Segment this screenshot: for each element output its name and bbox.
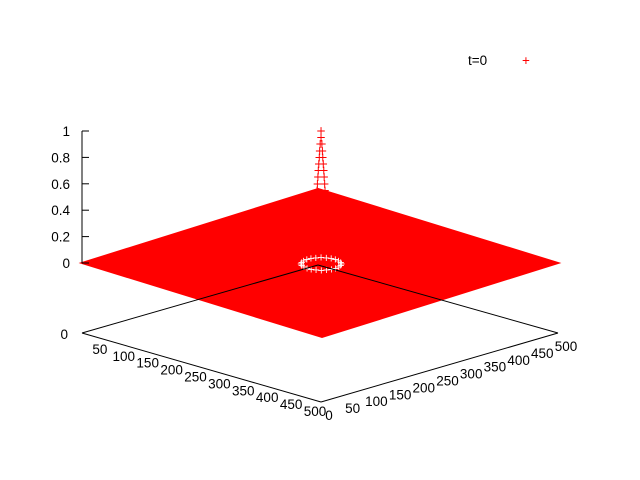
peak-marker: + (313, 170, 323, 184)
ring-marker: + (307, 264, 315, 275)
y-tick-label: 150 (136, 356, 159, 371)
legend: t=0 + (468, 53, 530, 68)
legend-marker: + (522, 53, 530, 68)
x-tick-label: 350 (484, 360, 507, 375)
x-tick-label: 500 (555, 339, 578, 354)
z-tick-label: 1 (62, 124, 70, 139)
ring-marker: + (327, 264, 335, 275)
peak-marker: + (313, 164, 323, 178)
peak-marker: + (316, 124, 326, 138)
ring-marker: + (334, 256, 342, 267)
ring-marker: + (303, 263, 311, 274)
ring-marker: + (297, 257, 305, 268)
ring-marker: + (307, 254, 315, 265)
y-tick-label: 300 (208, 376, 231, 391)
surface-plane: ++++++++++++++++++++++++ (78, 187, 562, 339)
x-tick-label: 450 (531, 346, 554, 361)
ring-marker: + (303, 255, 311, 266)
peak-marker: + (319, 170, 329, 184)
peak-marker: + (312, 183, 322, 197)
ring-marker: + (327, 254, 335, 265)
base-back-left-edge (81, 264, 319, 334)
x-tick-label: 100 (365, 394, 388, 409)
peak-marker: + (312, 177, 322, 191)
y-tick-label: 350 (232, 383, 255, 398)
peak-marker: + (320, 183, 330, 197)
y-tick-label: 50 (92, 342, 107, 357)
base-right-edge (320, 332, 559, 403)
ring-marker: + (337, 261, 345, 272)
ring-marker: + (300, 262, 308, 273)
x-tick-label: 400 (507, 353, 530, 368)
x-axis-ticks: 0 50 100 150 200 250 300 350 400 450 500 (325, 339, 577, 423)
y-tick-label: 200 (160, 363, 183, 378)
peak-marker: + (314, 157, 324, 171)
peak-marker: + (317, 137, 327, 151)
ring-marker: + (299, 256, 307, 267)
ring-marker: + (317, 253, 325, 264)
base-left-edge (81, 332, 322, 403)
z-tick-label: 0.4 (51, 203, 70, 218)
ring-marker: + (298, 261, 306, 272)
x-tick-label: 250 (436, 374, 459, 389)
peak-marker: + (318, 150, 328, 164)
peak-marker: + (317, 144, 327, 158)
y-tick-label: 500 (304, 404, 327, 419)
peak-markers: ++++++++++++++++++ (312, 124, 330, 197)
z-tick-label: 0.2 (51, 230, 70, 245)
peak-marker: + (318, 157, 328, 171)
z-base-label: 0 (60, 327, 68, 342)
ring-marker: + (335, 262, 343, 273)
x-tick-label: 50 (345, 401, 360, 416)
y-tick-label: 400 (256, 390, 279, 405)
legend-label: t=0 (468, 53, 487, 68)
ring-marker: + (331, 263, 339, 274)
ring-marker: + (337, 259, 345, 270)
ring-marker: + (297, 259, 305, 270)
x-tick-label: 150 (389, 387, 412, 402)
z-tick-label: 0.8 (51, 150, 70, 165)
peak-marker: + (315, 144, 325, 158)
x-tick-label: 0 (325, 408, 333, 423)
ring-marker: + (317, 265, 325, 276)
peak-marker: + (315, 137, 325, 151)
ring-marker: + (322, 253, 330, 264)
surface-fill (78, 187, 562, 339)
z-tick-label: 0 (62, 256, 70, 271)
z-axis-ticks: 0 0.2 0.4 0.6 0.8 1 0 (51, 124, 89, 342)
peak-marker: + (319, 164, 329, 178)
ring-marker: + (336, 257, 344, 268)
y-tick-label: 100 (113, 349, 136, 364)
z-tick-label: 0.6 (51, 177, 70, 192)
ring-marker: + (322, 265, 330, 276)
y-tick-label: 250 (184, 370, 207, 385)
axes (81, 131, 559, 403)
x-tick-label: 300 (460, 367, 483, 382)
ring-marker: + (312, 253, 320, 264)
x-tick-label: 200 (413, 380, 436, 395)
peak-marker: + (314, 150, 324, 164)
ring-marker: + (312, 265, 320, 276)
y-tick-label: 450 (280, 397, 303, 412)
peak-marker: + (320, 177, 330, 191)
ring-marker: + (331, 255, 339, 266)
peak-marker: + (316, 131, 326, 145)
y-axis-ticks: 50 100 150 200 250 300 350 400 450 500 (92, 342, 326, 419)
base-back-right-edge (317, 264, 559, 334)
